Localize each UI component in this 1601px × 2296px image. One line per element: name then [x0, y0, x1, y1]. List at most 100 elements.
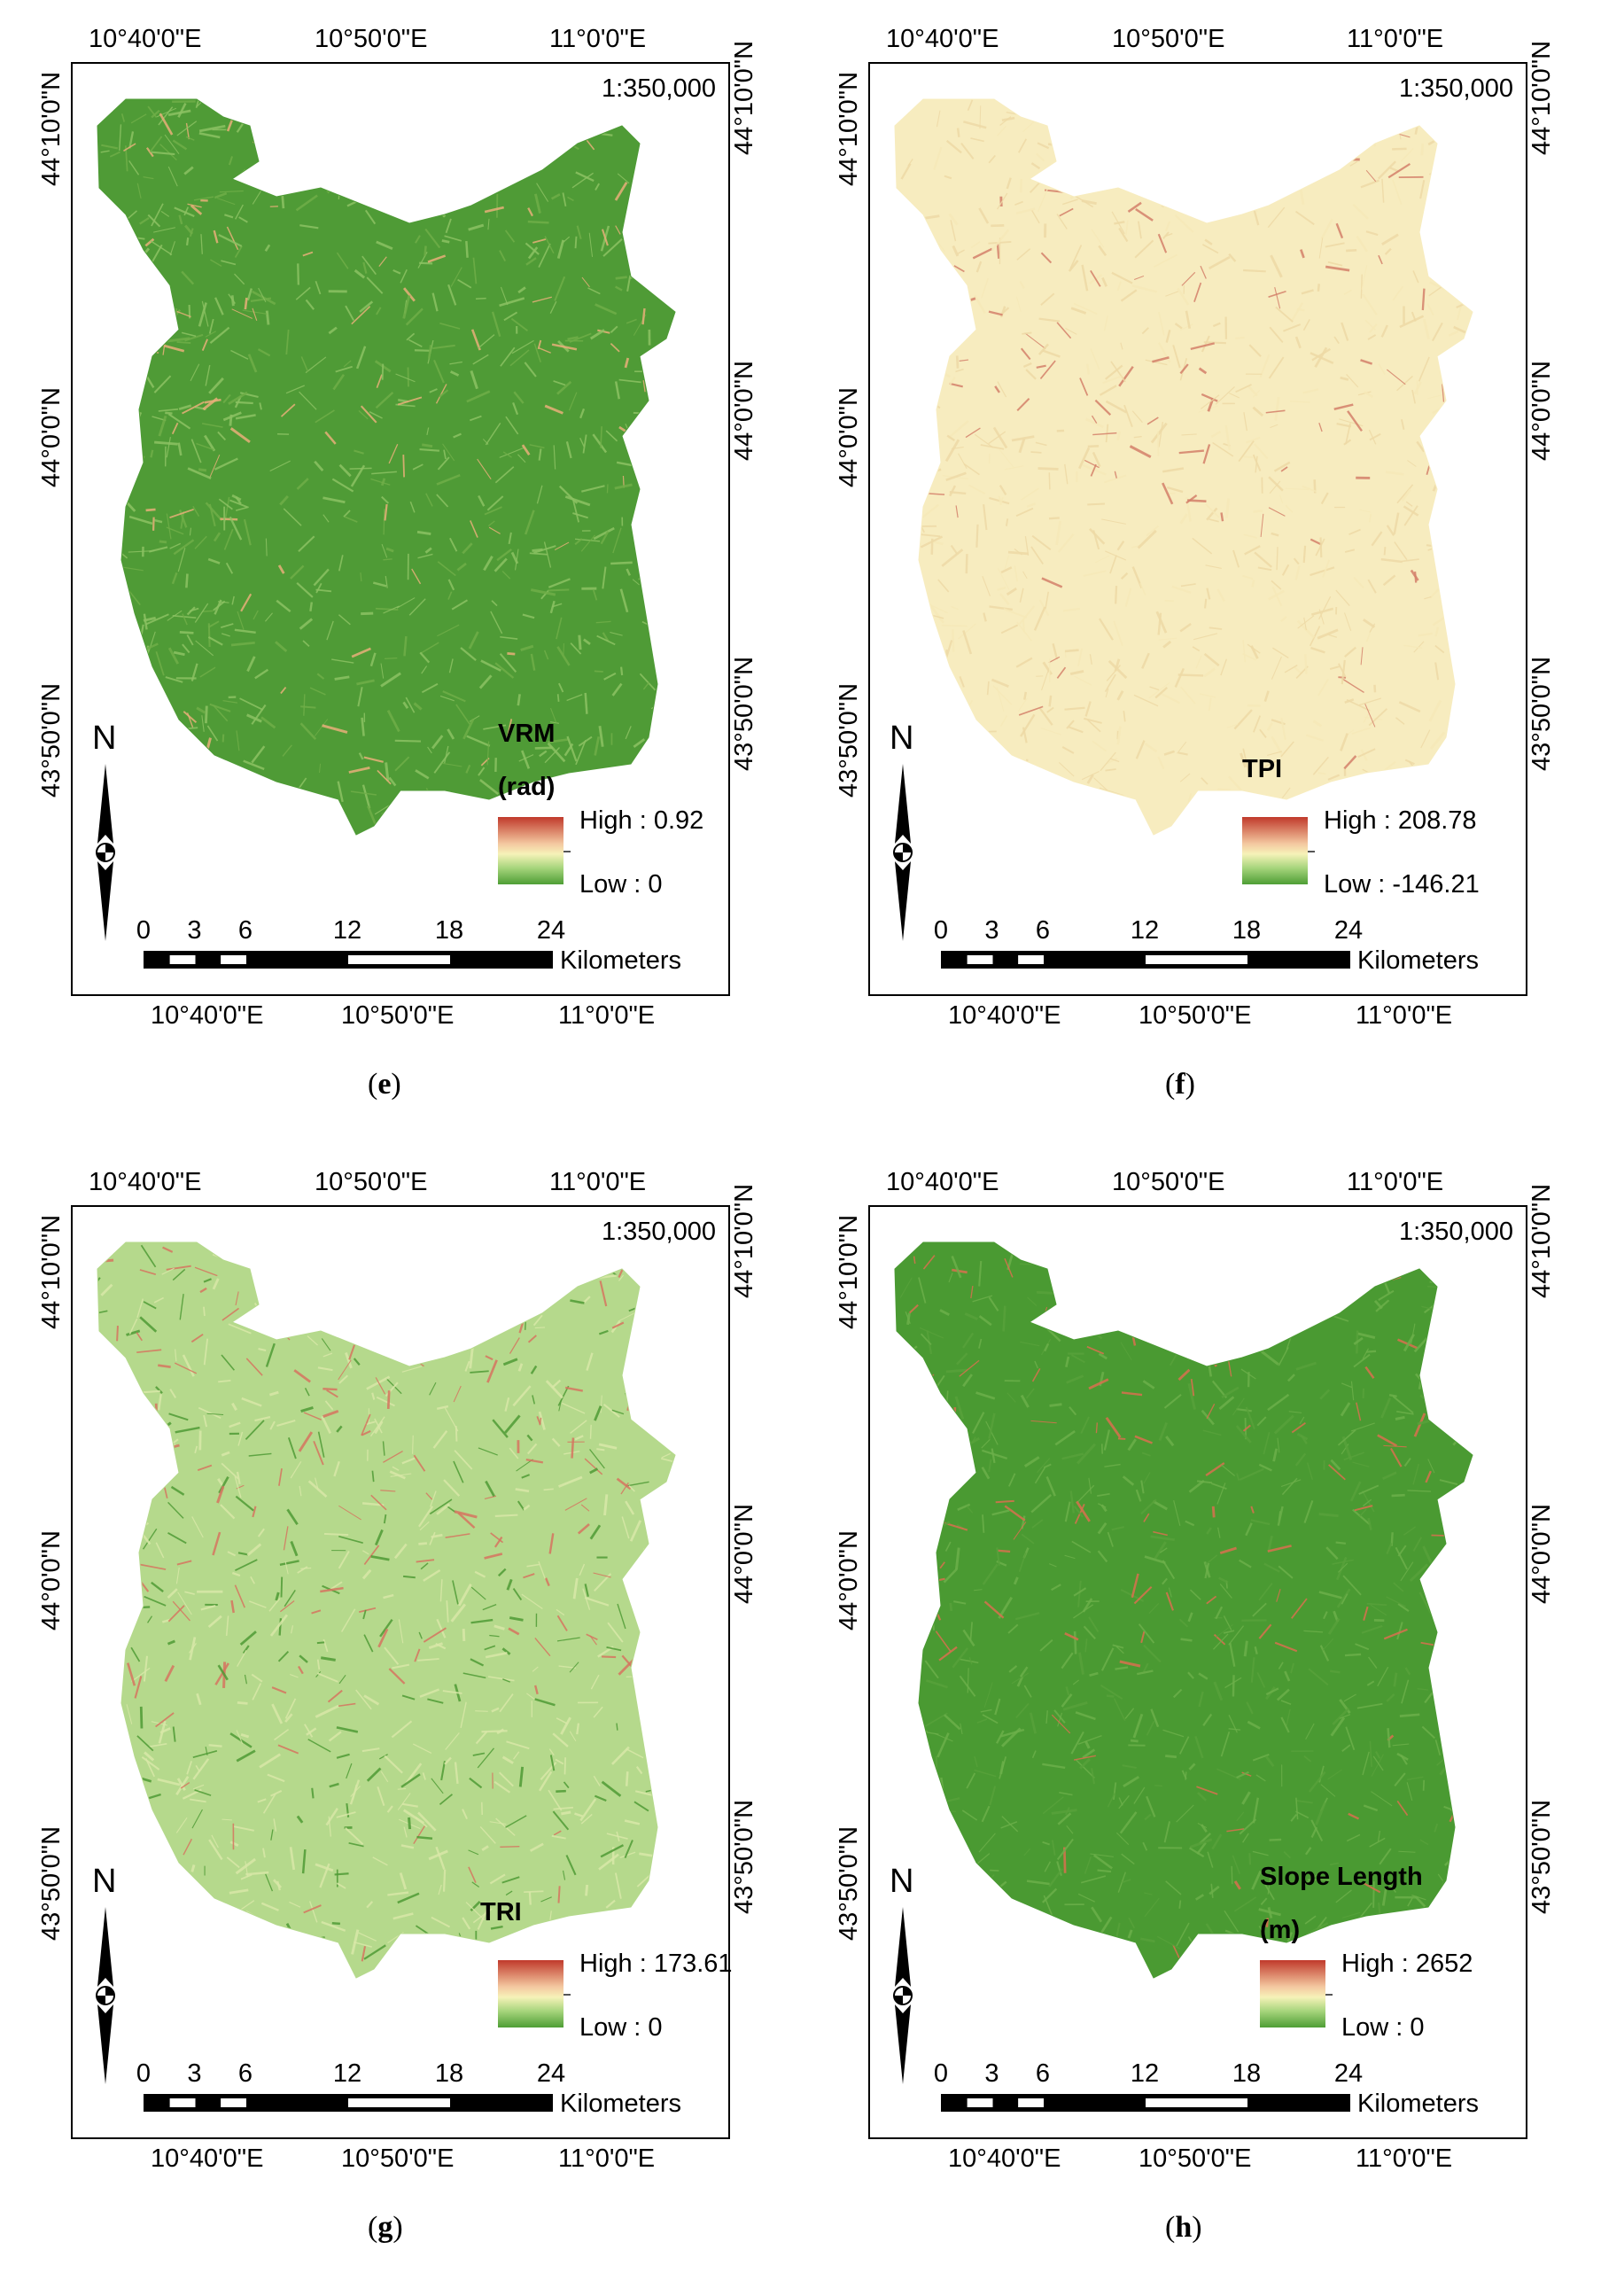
legend-low-label: Low : 0	[579, 2013, 663, 2042]
lon-label-top: 10°50'0"E	[1112, 25, 1225, 53]
scale-bar	[941, 2094, 1350, 2112]
scale-unit-label: Kilometers	[1357, 946, 1479, 975]
legend-high-label: High : 2652	[1341, 1950, 1473, 1978]
legend-tick	[563, 851, 571, 852]
lat-label-left: 44°0'0"N	[37, 1530, 66, 1631]
lon-label-top: 10°50'0"E	[315, 25, 428, 53]
legend-low-label: Low : 0	[579, 870, 663, 899]
scale-tick-label: 3	[984, 2059, 999, 2088]
lon-label-top: 10°50'0"E	[1112, 1168, 1225, 1196]
lon-label-bottom: 11°0'0"E	[558, 2144, 656, 2173]
legend-color-ramp	[1242, 817, 1308, 884]
lat-label-left: 44°10'0"N	[835, 71, 863, 186]
map-frame: 1:350,000 N Slope Length (m) High : 2652 Low …	[868, 1205, 1527, 2139]
scale-tick-label: 3	[187, 916, 202, 945]
legend-tick	[1325, 1994, 1333, 1996]
lon-label-top: 11°0'0"E	[549, 25, 647, 53]
scale-tick-label: 18	[434, 2059, 464, 2088]
map-frame: 1:350,000 N VRM (rad) High : 0.92 Low : 0 0 3 6 1…	[71, 62, 730, 996]
scale-tick-label: 12	[332, 2059, 362, 2088]
panel-caption: (e)	[368, 1068, 401, 1101]
terrain-raster	[97, 98, 676, 836]
scale-tick-label: 18	[1232, 2059, 1262, 2088]
legend-unit: (m)	[1260, 1916, 1301, 1944]
scale-ratio: 1:350,000	[1398, 1218, 1513, 1246]
lat-label-right: 44°0'0"N	[1527, 1504, 1556, 1604]
lat-label-right: 44°10'0"N	[1527, 40, 1556, 155]
legend-color-ramp	[1260, 1960, 1325, 2027]
scale-bar	[144, 2094, 553, 2112]
scale-tick-label: 0	[933, 2059, 949, 2088]
north-label: N	[890, 720, 914, 757]
lat-label-left: 44°10'0"N	[37, 71, 66, 186]
lat-label-left: 44°10'0"N	[37, 1214, 66, 1329]
scale-tick-label: 24	[536, 2059, 566, 2088]
lon-label-bottom: 10°40'0"E	[948, 2144, 1061, 2173]
map-panel-e: 10°40'0"E 10°50'0"E 11°0'0"E 1:350,000 N VRM (…	[18, 9, 762, 1101]
lon-label-top: 11°0'0"E	[1347, 1168, 1444, 1196]
lat-label-right: 43°50'0"N	[730, 1799, 758, 1914]
legend-tick	[563, 1994, 571, 1996]
legend-title: VRM	[498, 720, 556, 748]
north-arrow-icon	[893, 1907, 913, 2084]
lon-label-top: 10°40'0"E	[886, 25, 999, 53]
scale-tick-label: 18	[434, 916, 464, 945]
lon-label-bottom: 10°50'0"E	[341, 1001, 455, 1030]
scale-tick-label: 12	[1130, 2059, 1160, 2088]
lat-label-right: 44°0'0"N	[1527, 361, 1556, 461]
scale-tick-label: 6	[237, 2059, 253, 2088]
terrain-raster	[894, 1241, 1473, 1979]
lat-label-right: 44°10'0"N	[1527, 1183, 1556, 1298]
scale-tick-label: 12	[332, 916, 362, 945]
lat-label-left: 43°50'0"N	[37, 682, 66, 798]
lat-label-left: 44°0'0"N	[37, 387, 66, 487]
scale-tick-label: 6	[237, 916, 253, 945]
lon-label-top: 10°40'0"E	[886, 1168, 999, 1196]
scale-tick-label: 24	[1333, 2059, 1364, 2088]
lon-label-bottom: 10°40'0"E	[948, 1001, 1061, 1030]
legend-title: Slope Length	[1260, 1863, 1423, 1891]
lon-label-bottom: 10°50'0"E	[341, 2144, 455, 2173]
north-arrow-icon	[893, 764, 913, 941]
map-panel-g: 10°40'0"E 10°50'0"E 11°0'0"E 1:350,000 N TRI H…	[18, 1152, 762, 2245]
legend-title: TRI	[480, 1898, 522, 1926]
lon-label-bottom: 11°0'0"E	[558, 1001, 656, 1030]
lat-label-right: 44°0'0"N	[730, 361, 758, 461]
lon-label-bottom: 10°40'0"E	[151, 1001, 264, 1030]
legend-tick	[1308, 851, 1315, 852]
scale-ratio: 1:350,000	[601, 74, 716, 103]
legend-unit: (rad)	[498, 773, 556, 801]
lat-label-left: 44°0'0"N	[835, 1530, 863, 1631]
scale-tick-label: 6	[1035, 916, 1051, 945]
terrain-raster	[97, 1241, 676, 1979]
lon-label-bottom: 10°40'0"E	[151, 2144, 264, 2173]
legend-low-label: Low : 0	[1341, 2013, 1425, 2042]
north-arrow-icon	[96, 1907, 115, 2084]
legend-low-label: Low : -146.21	[1324, 870, 1480, 899]
lon-label-bottom: 11°0'0"E	[1356, 1001, 1453, 1030]
north-arrow-icon	[96, 764, 115, 941]
lat-label-left: 43°50'0"N	[835, 1825, 863, 1941]
scale-ratio: 1:350,000	[601, 1218, 716, 1246]
legend-title: TPI	[1242, 755, 1283, 783]
lon-label-top: 11°0'0"E	[1347, 25, 1444, 53]
map-frame: 1:350,000 N TPI High : 208.78 Low : -146.21 0…	[868, 62, 1527, 996]
map-frame: 1:350,000 N TRI High : 173.61 Low : 0 0 3 6 12 18…	[71, 1205, 733, 2139]
legend-high-label: High : 0.92	[579, 806, 704, 835]
lon-label-top: 11°0'0"E	[549, 1168, 647, 1196]
north-label: N	[890, 1863, 914, 1900]
scale-tick-label: 24	[536, 916, 566, 945]
lat-label-right: 44°10'0"N	[730, 40, 758, 155]
scale-tick-label: 0	[136, 916, 152, 945]
map-panel-h: 10°40'0"E 10°50'0"E 11°0'0"E 1:350,000 N Slop…	[815, 1152, 1559, 2245]
panel-caption: (f)	[1165, 1068, 1195, 1101]
lon-label-top: 10°40'0"E	[89, 25, 202, 53]
scale-bar	[144, 951, 553, 969]
lat-label-right: 43°50'0"N	[1527, 656, 1556, 771]
lat-label-left: 43°50'0"N	[835, 682, 863, 798]
legend-high-label: High : 208.78	[1324, 806, 1477, 835]
legend-high-label: High : 173.61	[579, 1950, 733, 1978]
scale-tick-label: 6	[1035, 2059, 1051, 2088]
lon-label-top: 10°50'0"E	[315, 1168, 428, 1196]
panel-caption: (h)	[1165, 2211, 1202, 2244]
